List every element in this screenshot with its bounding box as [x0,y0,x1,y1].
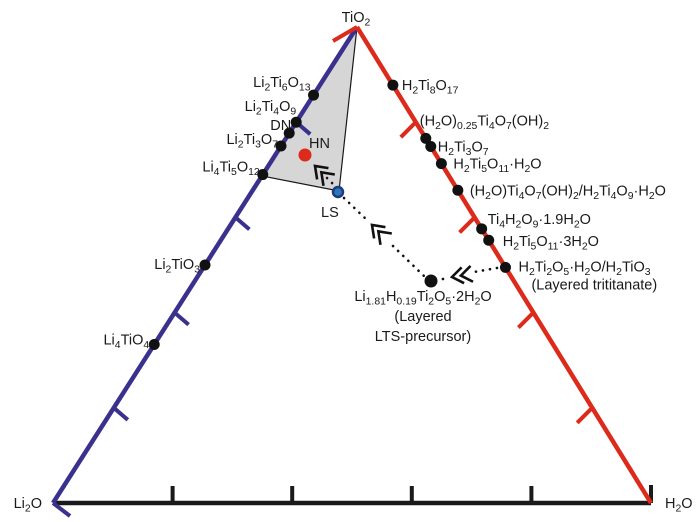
compound-point [499,261,511,273]
compound-point [425,140,437,152]
dotted-arrow-segment [437,277,445,282]
dotted-arrow-segment [472,266,499,274]
hn-label: HN [309,136,330,152]
compound-sublabel: (Layered trititanate) [531,277,657,293]
compound-label: Li2Ti6O13 [253,75,311,94]
double-chevron-arrowhead-icon [313,164,336,187]
ls-point [331,185,345,199]
compound-label: (H2O)Ti4O7(OH)2/H2Ti4O9·H2O [470,183,666,202]
chevron-front [449,266,465,285]
compound-label: H2Ti5O11·H2O [453,157,541,176]
corner-label-tio2: TiO2 [342,10,371,29]
compound-point [283,127,295,139]
compound-label: H2Ti3O7 [438,139,489,158]
edge-tio2-h2o-tick [399,120,418,139]
compound-label: Li2Ti3O7 [226,132,278,151]
compound-label: Li4TiO4 [103,332,149,351]
compound-point [275,140,287,152]
chevron-back [319,170,336,187]
compound-point [483,234,495,246]
lts-precursor-label-line: (Layered [394,309,451,325]
double-chevron-arrowhead-icon [449,265,474,285]
compound-point [476,223,488,235]
lts-precursor-label-line: Li1.81H0.19Ti2O5·2H2O [354,289,491,308]
compound-label: H2Ti8O17 [402,78,459,97]
compound-point [387,79,399,91]
chevron-back [376,229,393,246]
dotted-arrow-segment [391,244,426,278]
lts-precursor-point [424,274,438,288]
double-chevron-arrowhead-icon [370,223,393,246]
compound-point [290,116,302,128]
edge-tio2-h2o-tick [516,311,535,330]
compound-point [199,259,211,271]
compound-point [420,132,432,144]
compound-point [148,338,160,350]
hn-point [298,148,312,162]
compound-label: Li4Ti5O12 [202,160,260,179]
compound-point [257,169,269,181]
edge-li2o-tio2-tick [112,406,130,422]
compound-label: H2Ti2O5·H2O/H2TiO3 [518,259,650,278]
compound-label: Ti4H2O9·1.9H2O [488,212,591,231]
edge-tio2-h2o-tick [458,215,477,234]
lts-precursor-label-line: LTS-precursor) [375,329,471,345]
compound-label: (H2O)0.25Ti4O7(OH)2 [420,113,549,132]
transformation-arrow-ls-to-hn [313,164,337,188]
corner-label-li2o: Li2O [14,496,42,515]
chevron-front [313,164,329,180]
chevron-back [458,265,474,283]
edge-tio2-h2o-tick [331,25,359,43]
transformation-arrow-trititanate-to-lts [437,265,499,285]
chevron-front [370,223,386,239]
compound-point [435,158,447,170]
edge-li2o-tio2-tick [173,311,190,327]
compound-point [308,89,320,101]
edge-li2o-tio2-tick [51,501,72,518]
compound-label: Li2Ti4O9 [245,99,297,118]
edge-li2o-tio2-tick [234,215,251,231]
compound-point [452,184,464,196]
compound-label: H2Ti5O11·3H2O [503,234,599,253]
edge-tio2-h2o-tick [575,406,594,425]
compound-label: Li2TiO3 [154,257,200,276]
corner-label-h2o: H2O [665,496,693,515]
dotted-arrow-segment [342,196,371,224]
compound-label: DN [270,118,291,134]
ls-label: LS [321,205,339,221]
transformation-arrow-lts-to-ls [342,196,426,278]
